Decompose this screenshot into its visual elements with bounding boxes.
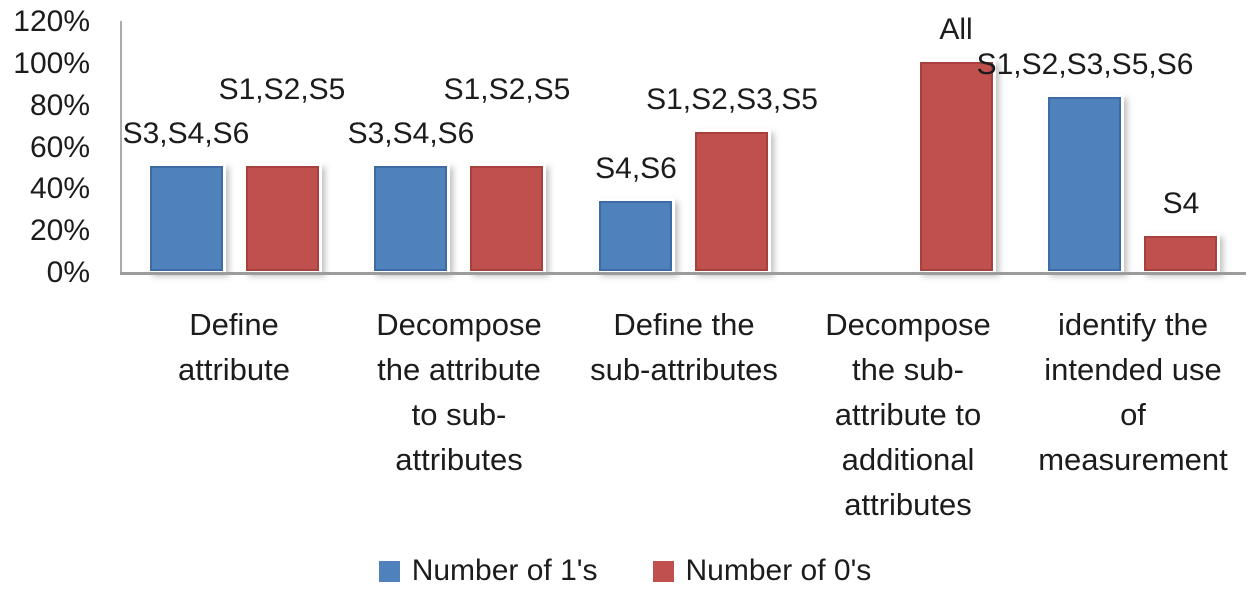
bar-series-1-group-2 [695,132,768,271]
category-label: Decompose the sub-attribute to additiona… [825,307,991,522]
bar-data-label: All [939,13,973,46]
category-labels: Define attribute Decompose the attribute … [122,0,1245,599]
legend-swatch-icon [652,560,674,582]
y-tick-label: 0% [46,256,90,289]
legend-label: Number of 1's [411,554,598,587]
y-tick-label: 80% [29,88,90,122]
category-label: Define the sub-attributes [590,307,778,387]
y-tick-label: 100% [13,46,90,80]
bar-series-1-group-3 [920,62,993,271]
bar-series-1-group-0 [246,166,319,271]
legend: Number of 1's Number of 0's [0,554,1250,588]
legend-item: Number of 1's [378,554,598,588]
category-label: Define attribute [177,307,290,387]
y-tick-label: 120% [13,5,90,38]
bar-data-label: S1,S2,S5 [443,73,571,106]
bar-data-label: S4,S6 [595,152,677,185]
bar-data-label: S3,S4,S6 [122,117,250,150]
bar-data-label: S3,S4,S6 [347,117,475,150]
y-axis-line [120,21,122,273]
legend-item: Number of 0's [652,554,872,588]
bar-series-1-group-1 [470,166,543,271]
y-tick-label: 40% [29,172,90,206]
bar-series-0-group-4 [1048,97,1121,271]
bar-data-label: S4 [1162,187,1200,220]
bar-data-label: S1,S2,S5 [218,73,346,106]
bar-series-1-group-4 [1144,236,1217,271]
plot-area: S3,S4,S6 S1,S2,S5 S3,S4,S6 S1,S2,S5 S4,S6 S1,… [122,13,1245,273]
y-tick-label: 20% [29,214,90,248]
bar-series-0-group-1 [374,166,447,271]
bar-data-label: S1,S2,S3,S5 [646,83,818,116]
y-tick-label: 60% [29,130,90,164]
category-label: identify the intended use of measurement [1038,307,1228,477]
legend-swatch-icon [378,560,400,582]
bar-data-label: S1,S2,S3,S5,S6 [976,48,1194,81]
bar-series-0-group-2 [599,201,672,271]
x-axis-line [120,272,1246,275]
legend-label: Number of 0's [685,554,872,587]
bar-series-0-group-0 [150,166,223,271]
category-label: Decompose the attribute to sub-attribute… [376,307,542,477]
